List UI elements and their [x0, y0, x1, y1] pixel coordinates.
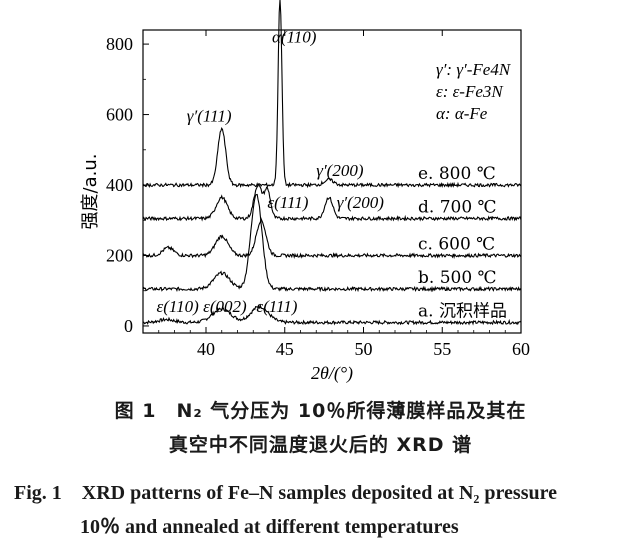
legend-entry: α: α-Fe [436, 104, 488, 123]
series-curve [142, 182, 522, 222]
y-tick-label: 0 [124, 316, 133, 336]
x-tick-label: 45 [276, 339, 294, 359]
series-curve [142, 0, 522, 189]
caption-en-line1: Fig. 1 XRD patterns of Fe–N samples depo… [14, 482, 558, 504]
series-curve [142, 216, 522, 260]
peak-annotation: α(110) [272, 27, 317, 46]
x-tick-label: 50 [355, 339, 373, 359]
peak-annotation: γ′(200) [337, 193, 385, 212]
series-label: e. 800 ℃ [418, 164, 496, 184]
peak-annotation: γ′(200) [316, 161, 364, 180]
y-tick-label: 200 [106, 245, 133, 265]
y-axis-label: 强度/a.u. [80, 154, 101, 230]
peak-annotation: ε(110) [157, 297, 200, 316]
legend-entry: ε: ε-Fe3N [436, 82, 504, 101]
series-label: b. 500 ℃ [418, 268, 497, 288]
caption-cn-line1: 图 1 N₂ 气分压为 10％所得薄膜样品及其在 [114, 400, 527, 422]
axes-frame [142, 29, 522, 334]
y-tick-label: 800 [106, 34, 133, 54]
x-tick-label: 55 [433, 339, 451, 359]
legend-entry: γ′: γ′-Fe4N [436, 60, 512, 79]
series-curve [142, 193, 522, 293]
series-label: c. 600 ℃ [418, 234, 495, 254]
caption-cn-line2: 真空中不同温度退火后的 XRD 谱 [168, 434, 473, 456]
series-label: d. 700 ℃ [418, 197, 497, 217]
xrd-curves [142, 0, 522, 326]
series-curve [142, 303, 522, 326]
x-tick-label: 60 [512, 339, 530, 359]
peak-annotation: ε(111) [267, 193, 308, 212]
caption-en-line2: 10％ and annealed at different temperatur… [80, 516, 459, 538]
x-tick-label: 40 [197, 339, 215, 359]
y-tick-label: 600 [106, 105, 133, 125]
series-label: a. 沉积样品 [418, 301, 507, 321]
peak-annotation: γ′(111) [187, 107, 232, 126]
peak-annotation: ε(111) [256, 297, 297, 316]
x-axis-label: 2θ/(°) [311, 363, 353, 384]
peak-annotation: ε(002) [203, 297, 247, 316]
y-tick-label: 400 [106, 175, 133, 195]
